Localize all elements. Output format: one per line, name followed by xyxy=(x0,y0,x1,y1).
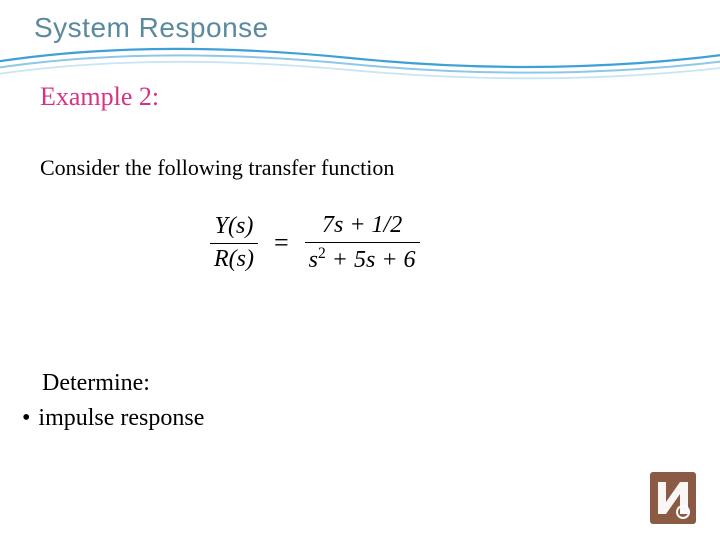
fraction-bar xyxy=(305,242,420,243)
equals-sign: = xyxy=(270,228,293,258)
prompt-text: Consider the following transfer function xyxy=(40,155,394,181)
eq-right-denominator: s2 + 5s + 6 xyxy=(305,245,420,275)
den-exp: 2 xyxy=(318,245,326,262)
eq-left-fraction: Y(s) R(s) xyxy=(210,213,258,273)
bullet-text: impulse response xyxy=(38,405,204,432)
eq-left-denominator: R(s) xyxy=(210,246,258,274)
transfer-function-equation: Y(s) R(s) = 7s + 1/2 s2 + 5s + 6 xyxy=(210,212,420,274)
example-label: Example 2: xyxy=(40,82,159,112)
den-s: s xyxy=(309,247,318,273)
university-logo xyxy=(650,472,696,524)
determine-label: Determine: xyxy=(42,370,150,397)
page-title: System Response xyxy=(34,12,269,44)
bullet-marker: • xyxy=(22,405,30,432)
fraction-bar xyxy=(210,243,258,244)
eq-left-numerator: Y(s) xyxy=(211,213,258,241)
eq-right-numerator: 7s + 1/2 xyxy=(318,212,406,240)
den-rest: + 5s + 6 xyxy=(326,247,416,273)
bullet-item: • impulse response xyxy=(22,405,204,432)
eq-right-fraction: 7s + 1/2 s2 + 5s + 6 xyxy=(305,212,420,274)
